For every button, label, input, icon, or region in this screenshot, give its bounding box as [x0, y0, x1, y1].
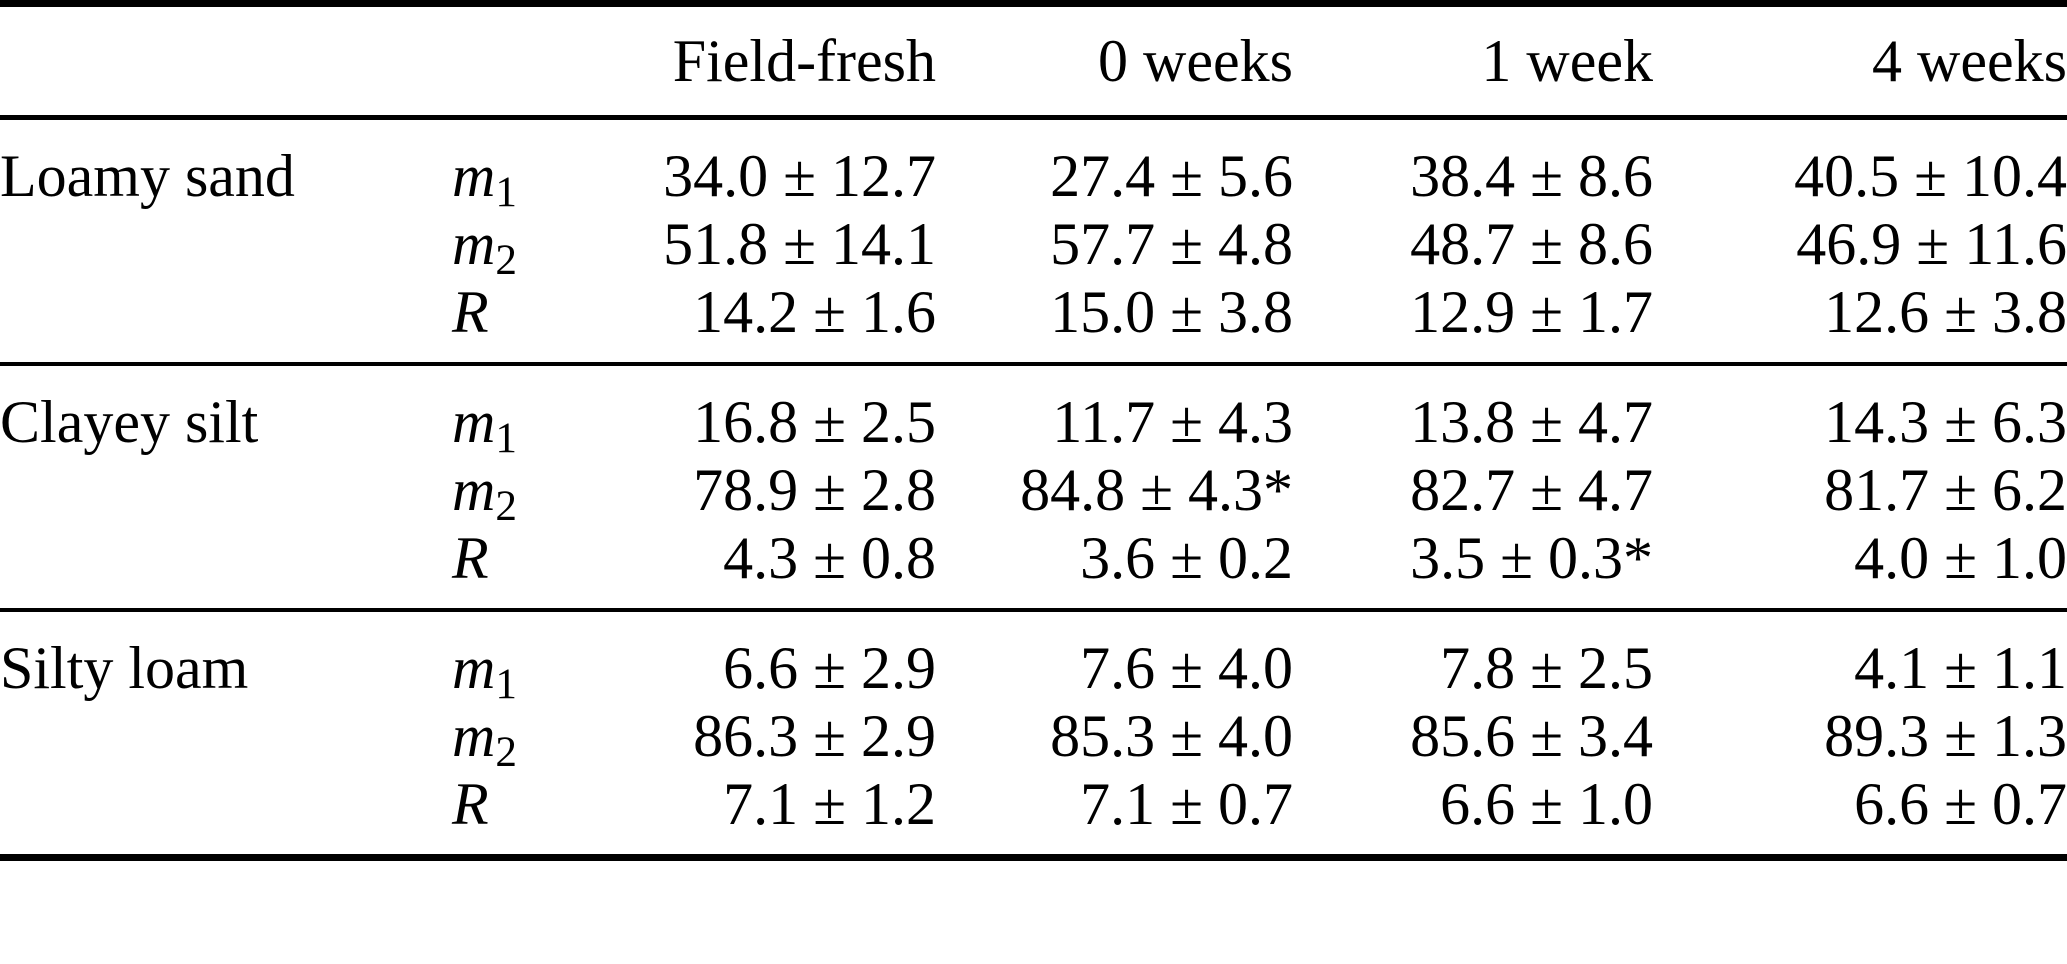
parameter-letter: R: [452, 525, 489, 591]
parameter-letter: m: [452, 211, 496, 277]
empty-cell: [0, 282, 452, 364]
empty-cell: [0, 774, 452, 858]
value-cell: 12.9 ± 1.7: [1410, 279, 1653, 345]
value-cell: 78.9 ± 2.8: [693, 457, 936, 523]
value-cell: 51.8 ± 14.1: [663, 211, 936, 277]
value-cell: 86.3 ± 2.9: [693, 703, 936, 769]
empty-cell: [0, 452, 452, 528]
value-cell: 85.3 ± 4.0: [1050, 703, 1293, 769]
value-cell: 46.9 ± 11.6: [1796, 211, 2067, 277]
soil-type-label: Clayey silt: [0, 389, 259, 455]
parameter-letter: R: [452, 771, 489, 837]
parameter-symbol: m1: [452, 118, 560, 214]
parameter-symbol: m2: [452, 206, 560, 282]
value-cell: 11.7 ± 4.3: [1052, 389, 1293, 455]
empty-cell: [0, 528, 452, 610]
value-cell: 14.3 ± 6.3: [1824, 389, 2067, 455]
value-cell: 3.6 ± 0.2: [1080, 525, 1293, 591]
parameter-symbol: m2: [452, 698, 560, 774]
parameter-letter: m: [452, 389, 496, 455]
value-cell: 27.4 ± 5.6: [1050, 143, 1293, 209]
value-cell: 7.8 ± 2.5: [1440, 635, 1653, 701]
table-row: Loamy sand m1 34.0 ± 12.7 27.4 ± 5.6 38.…: [0, 118, 2067, 214]
soil-type-label: Loamy sand: [0, 143, 295, 209]
table-row: Clayey silt m1 16.8 ± 2.5 11.7 ± 4.3 13.…: [0, 364, 2067, 460]
empty-cell: [0, 206, 452, 282]
table-row: R 7.1 ± 1.2 7.1 ± 0.7 6.6 ± 1.0 6.6 ± 0.…: [0, 774, 2067, 858]
parameter-letter: m: [452, 703, 496, 769]
parameter-subscript: 1: [495, 414, 517, 462]
table-row: R 14.2 ± 1.6 15.0 ± 3.8 12.9 ± 1.7 12.6 …: [0, 282, 2067, 364]
parameter-symbol: m1: [452, 364, 560, 460]
header-empty-param: [452, 3, 560, 120]
value-cell: 4.3 ± 0.8: [723, 525, 936, 591]
table-row: m2 86.3 ± 2.9 85.3 ± 4.0 85.6 ± 3.4 89.3…: [0, 698, 2067, 774]
value-cell: 7.1 ± 1.2: [723, 771, 936, 837]
group-silty-loam: Silty loam m1 6.6 ± 2.9 7.6 ± 4.0 7.8 ± …: [0, 610, 2067, 858]
parameter-subscript: 2: [495, 236, 517, 284]
table-row: m2 78.9 ± 2.8 84.8 ± 4.3* 82.7 ± 4.7 81.…: [0, 452, 2067, 528]
value-cell: 82.7 ± 4.7: [1410, 457, 1653, 523]
value-cell: 3.5 ± 0.3*: [1410, 525, 1653, 591]
parameter-subscript: 2: [495, 728, 517, 776]
value-cell: 6.6 ± 1.0: [1440, 771, 1653, 837]
empty-cell: [0, 698, 452, 774]
table-row: R 4.3 ± 0.8 3.6 ± 0.2 3.5 ± 0.3* 4.0 ± 1…: [0, 528, 2067, 610]
parameter-symbol: R: [452, 774, 560, 858]
soil-parameters-table: Field-fresh 0 weeks 1 week 4 weeks Loamy…: [0, 0, 2067, 861]
value-cell: 38.4 ± 8.6: [1410, 143, 1653, 209]
table-header: Field-fresh 0 weeks 1 week 4 weeks: [0, 3, 2067, 120]
value-cell: 13.8 ± 4.7: [1410, 389, 1653, 455]
column-header-4-weeks: 4 weeks: [1653, 3, 2067, 120]
header-row: Field-fresh 0 weeks 1 week 4 weeks: [0, 3, 2067, 120]
value-cell: 15.0 ± 3.8: [1050, 279, 1293, 345]
group-clayey-silt: Clayey silt m1 16.8 ± 2.5 11.7 ± 4.3 13.…: [0, 364, 2067, 610]
value-cell: 7.1 ± 0.7: [1080, 771, 1293, 837]
value-cell: 40.5 ± 10.4: [1794, 143, 2067, 209]
parameter-letter: m: [452, 635, 496, 701]
group-loamy-sand: Loamy sand m1 34.0 ± 12.7 27.4 ± 5.6 38.…: [0, 117, 2067, 365]
value-cell: 6.6 ± 0.7: [1854, 771, 2067, 837]
parameter-symbol: R: [452, 528, 560, 610]
value-cell: 4.0 ± 1.0: [1854, 525, 2067, 591]
soil-type-label: Silty loam: [0, 635, 249, 701]
value-cell: 84.8 ± 4.3*: [1020, 457, 1293, 523]
value-cell: 85.6 ± 3.4: [1410, 703, 1653, 769]
parameter-subscript: 1: [495, 660, 517, 708]
parameter-letter: m: [452, 143, 496, 209]
value-cell: 34.0 ± 12.7: [663, 143, 936, 209]
value-cell: 57.7 ± 4.8: [1050, 211, 1293, 277]
parameter-symbol: R: [452, 282, 560, 364]
table-row: m2 51.8 ± 14.1 57.7 ± 4.8 48.7 ± 8.6 46.…: [0, 206, 2067, 282]
column-header-1-week: 1 week: [1293, 3, 1653, 120]
parameter-subscript: 2: [495, 482, 517, 530]
table-row: Silty loam m1 6.6 ± 2.9 7.6 ± 4.0 7.8 ± …: [0, 610, 2067, 706]
parameter-subscript: 1: [495, 168, 517, 216]
parameter-symbol: m2: [452, 452, 560, 528]
value-cell: 12.6 ± 3.8: [1824, 279, 2067, 345]
parameter-letter: R: [452, 279, 489, 345]
header-empty-soil: [0, 3, 452, 120]
value-cell: 14.2 ± 1.6: [693, 279, 936, 345]
parameter-letter: m: [452, 457, 496, 523]
value-cell: 16.8 ± 2.5: [693, 389, 936, 455]
value-cell: 81.7 ± 6.2: [1824, 457, 2067, 523]
column-header-field-fresh: Field-fresh: [560, 3, 936, 120]
value-cell: 4.1 ± 1.1: [1854, 635, 2067, 701]
value-cell: 89.3 ± 1.3: [1824, 703, 2067, 769]
parameter-symbol: m1: [452, 610, 560, 706]
value-cell: 7.6 ± 4.0: [1080, 635, 1293, 701]
column-header-0-weeks: 0 weeks: [936, 3, 1293, 120]
value-cell: 48.7 ± 8.6: [1410, 211, 1653, 277]
value-cell: 6.6 ± 2.9: [723, 635, 936, 701]
